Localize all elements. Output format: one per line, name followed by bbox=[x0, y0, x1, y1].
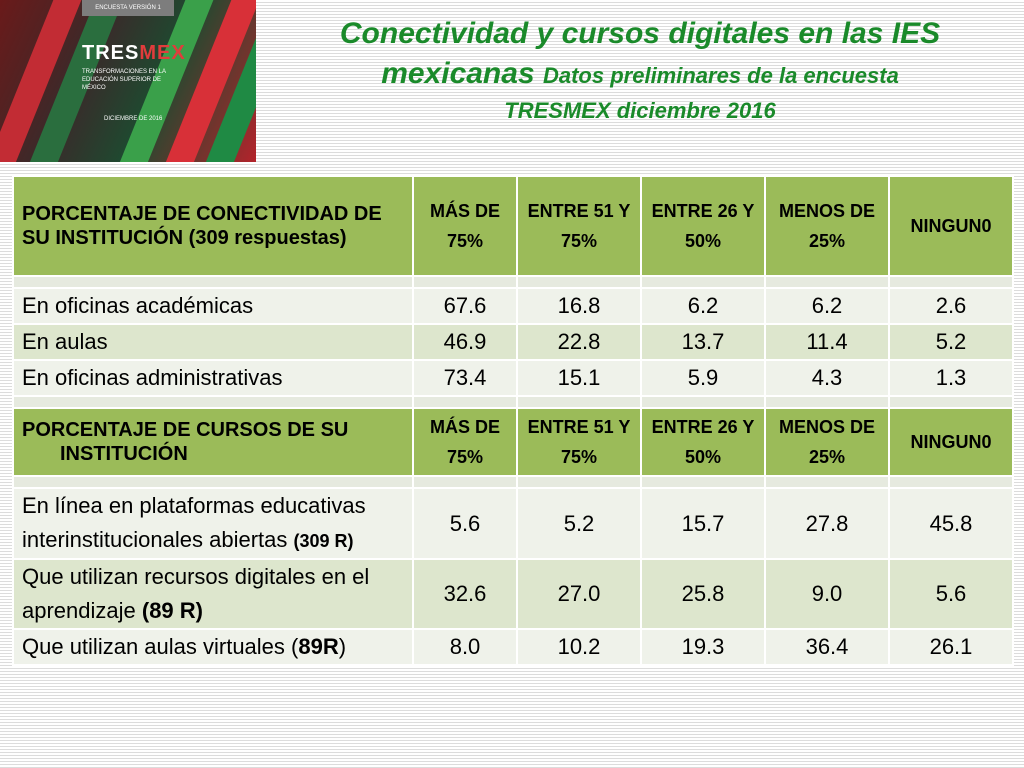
cell-value: 11.4 bbox=[764, 323, 890, 361]
row-label-suffix: 89R bbox=[298, 634, 339, 659]
cell-value: 15.1 bbox=[516, 359, 642, 397]
cover-date: DICIEMBRE DE 2016 bbox=[104, 116, 163, 122]
cell-value: 67.6 bbox=[412, 287, 518, 325]
row-label-suffix: (89 R) bbox=[141, 598, 203, 623]
cover-version-label: ENCUESTA VERSIÓN 1 bbox=[82, 0, 174, 16]
courses-header-row: PORCENTAJE DE CURSOS DE SU INSTITUCIÓN MÁ… bbox=[12, 407, 1014, 477]
column-header: ENTRE 51 Y 75% bbox=[516, 407, 642, 477]
title-line-2-main: mexicanas bbox=[381, 57, 535, 90]
cell-value: 27.8 bbox=[764, 487, 890, 560]
survey-table: PORCENTAJE DE CONECTIVIDAD DE SU INSTITU… bbox=[12, 175, 1014, 666]
title-line-2-small: Datos preliminares de la encuesta bbox=[542, 63, 899, 88]
cell-value: 4.3 bbox=[764, 359, 890, 397]
cell-value: 46.9 bbox=[412, 323, 518, 361]
slide-title: Conectividad y cursos digitales en las I… bbox=[270, 14, 1010, 126]
column-header: NINGUN0 bbox=[888, 175, 1014, 277]
spacer-row bbox=[12, 275, 1014, 289]
cell-value: 73.4 bbox=[412, 359, 518, 397]
title-line-1: Conectividad y cursos digitales en las I… bbox=[339, 17, 941, 50]
cell-value: 26.1 bbox=[888, 628, 1014, 666]
cell-value: 5.2 bbox=[516, 487, 642, 560]
row-label: En oficinas administrativas bbox=[12, 359, 414, 397]
row-label-tail: ) bbox=[338, 634, 347, 659]
row-label-text: Que utilizan aulas virtuales ( bbox=[22, 634, 299, 659]
cell-value: 13.7 bbox=[640, 323, 766, 361]
connectivity-header: PORCENTAJE DE CONECTIVIDAD DE SU INSTITU… bbox=[12, 175, 414, 277]
column-header: MENOS DE 25% bbox=[764, 175, 890, 277]
spacer-row bbox=[12, 475, 1014, 489]
courses-header-line-1: PORCENTAJE DE CURSOS DE SU bbox=[22, 419, 349, 441]
courses-header: PORCENTAJE DE CURSOS DE SU INSTITUCIÓN bbox=[12, 407, 414, 477]
column-header: MÁS DE 75% bbox=[412, 407, 518, 477]
cell-value: 2.6 bbox=[888, 287, 1014, 325]
cell-value: 6.2 bbox=[640, 287, 766, 325]
row-label: En línea en plataformas educativas inter… bbox=[12, 487, 414, 560]
cell-value: 16.8 bbox=[516, 287, 642, 325]
table-row: En oficinas administrativas 73.4 15.1 5.… bbox=[12, 359, 1014, 397]
brand-part-b: MEX bbox=[139, 42, 186, 64]
cell-value: 45.8 bbox=[888, 487, 1014, 560]
row-label-text: En línea en plataformas educativas inter… bbox=[22, 493, 366, 552]
cell-value: 5.6 bbox=[412, 487, 518, 560]
cell-value: 36.4 bbox=[764, 628, 890, 666]
cell-value: 22.8 bbox=[516, 323, 642, 361]
courses-header-line-2: INSTITUCIÓN bbox=[60, 443, 188, 465]
column-header: MÁS DE 75% bbox=[412, 175, 518, 277]
column-header: ENTRE 26 Y 50% bbox=[640, 407, 766, 477]
cover-subtitle: TRANSFORMACIONES EN LA EDUCACIÓN SUPERIO… bbox=[82, 69, 166, 91]
column-header: ENTRE 26 Y 50% bbox=[640, 175, 766, 277]
column-header: MENOS DE 25% bbox=[764, 407, 890, 477]
cell-value: 8.0 bbox=[412, 628, 518, 666]
cell-value: 15.7 bbox=[640, 487, 766, 560]
title-line-2: mexicanas Datos preliminares de la encue… bbox=[270, 54, 1010, 96]
cover-brand-logo: TRESMEX bbox=[82, 42, 186, 65]
row-label: Que utilizan aulas virtuales (89R) bbox=[12, 628, 414, 666]
row-label-text: Que utilizan recursos digitales en el ap… bbox=[22, 564, 370, 623]
cover-image: ENCUESTA VERSIÓN 1 TRESMEX TRANSFORMACIO… bbox=[0, 0, 256, 162]
table-row: En oficinas académicas 67.6 16.8 6.2 6.2… bbox=[12, 287, 1014, 325]
table-row: Que utilizan recursos digitales en el ap… bbox=[12, 558, 1014, 630]
cell-value: 19.3 bbox=[640, 628, 766, 666]
row-label: Que utilizan recursos digitales en el ap… bbox=[12, 558, 414, 630]
cell-value: 1.3 bbox=[888, 359, 1014, 397]
table-row: En aulas 46.9 22.8 13.7 11.4 5.2 bbox=[12, 323, 1014, 361]
cell-value: 25.8 bbox=[640, 558, 766, 630]
cell-value: 5.2 bbox=[888, 323, 1014, 361]
cell-value: 32.6 bbox=[412, 558, 518, 630]
table-row: Que utilizan aulas virtuales (89R) 8.0 1… bbox=[12, 628, 1014, 666]
cell-value: 27.0 bbox=[516, 558, 642, 630]
cell-value: 5.9 bbox=[640, 359, 766, 397]
cell-value: 5.6 bbox=[888, 558, 1014, 630]
spacer-row bbox=[12, 395, 1014, 409]
title-line-3: TRESMEX diciembre 2016 bbox=[504, 98, 776, 123]
table-row: En línea en plataformas educativas inter… bbox=[12, 487, 1014, 560]
row-label: En oficinas académicas bbox=[12, 287, 414, 325]
cell-value: 9.0 bbox=[764, 558, 890, 630]
column-header: ENTRE 51 Y 75% bbox=[516, 175, 642, 277]
row-label: En aulas bbox=[12, 323, 414, 361]
cell-value: 10.2 bbox=[516, 628, 642, 666]
cell-value: 6.2 bbox=[764, 287, 890, 325]
column-header: NINGUN0 bbox=[888, 407, 1014, 477]
connectivity-header-row: PORCENTAJE DE CONECTIVIDAD DE SU INSTITU… bbox=[12, 175, 1014, 277]
brand-part-a: TRES bbox=[82, 42, 140, 64]
row-label-suffix: (309 R) bbox=[293, 531, 354, 551]
